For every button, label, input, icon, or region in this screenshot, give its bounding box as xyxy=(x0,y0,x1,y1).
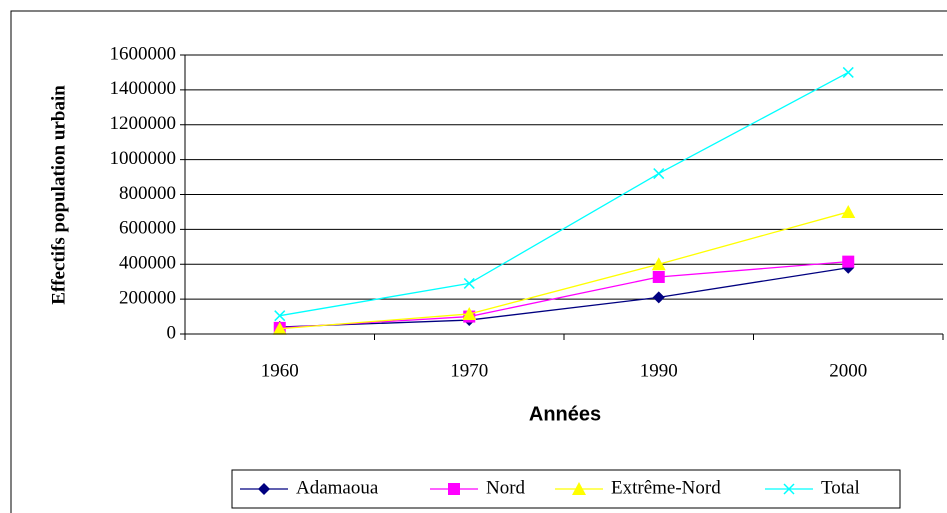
legend-marker xyxy=(572,482,586,495)
series-line xyxy=(279,71,849,317)
chart-border xyxy=(10,10,947,513)
y-tick-label: 1600000 xyxy=(110,43,177,64)
data-point xyxy=(842,255,855,268)
legend-label: Nord xyxy=(486,477,526,498)
legend-marker xyxy=(448,483,460,495)
series-line xyxy=(279,211,849,330)
x-tick-label: 1970 xyxy=(450,360,488,381)
y-tick-label: 800000 xyxy=(119,183,176,204)
series-line xyxy=(279,260,849,329)
data-point xyxy=(652,291,665,304)
y-tick-label: 1200000 xyxy=(110,113,177,134)
x-axis-label: Années xyxy=(529,403,601,425)
legend-marker xyxy=(783,483,795,495)
legend-marker xyxy=(258,483,270,495)
x-tick-label: 1960 xyxy=(261,360,299,381)
legend-label: Extrême-Nord xyxy=(611,477,721,498)
data-point xyxy=(651,257,666,271)
data-point xyxy=(652,270,665,283)
y-axis-label: Effectifs population urbain xyxy=(48,85,69,305)
data-point xyxy=(653,168,665,180)
data-point xyxy=(463,277,475,289)
series-line xyxy=(279,267,849,328)
data-point xyxy=(462,306,477,320)
legend-label: Total xyxy=(821,477,860,498)
data-point xyxy=(272,321,287,335)
y-tick-label: 1000000 xyxy=(110,148,177,169)
y-tick-label: 400000 xyxy=(119,253,176,274)
x-tick-label: 1990 xyxy=(640,360,678,381)
data-point xyxy=(841,204,856,218)
legend-label: Adamaoua xyxy=(296,477,379,498)
x-tick-label: 2000 xyxy=(829,360,867,381)
y-tick-label: 0 xyxy=(167,322,177,343)
data-point xyxy=(274,310,286,322)
data-point xyxy=(842,66,854,78)
y-tick-label: 200000 xyxy=(119,287,176,308)
y-tick-label: 600000 xyxy=(119,218,176,239)
y-tick-label: 1400000 xyxy=(110,78,177,99)
